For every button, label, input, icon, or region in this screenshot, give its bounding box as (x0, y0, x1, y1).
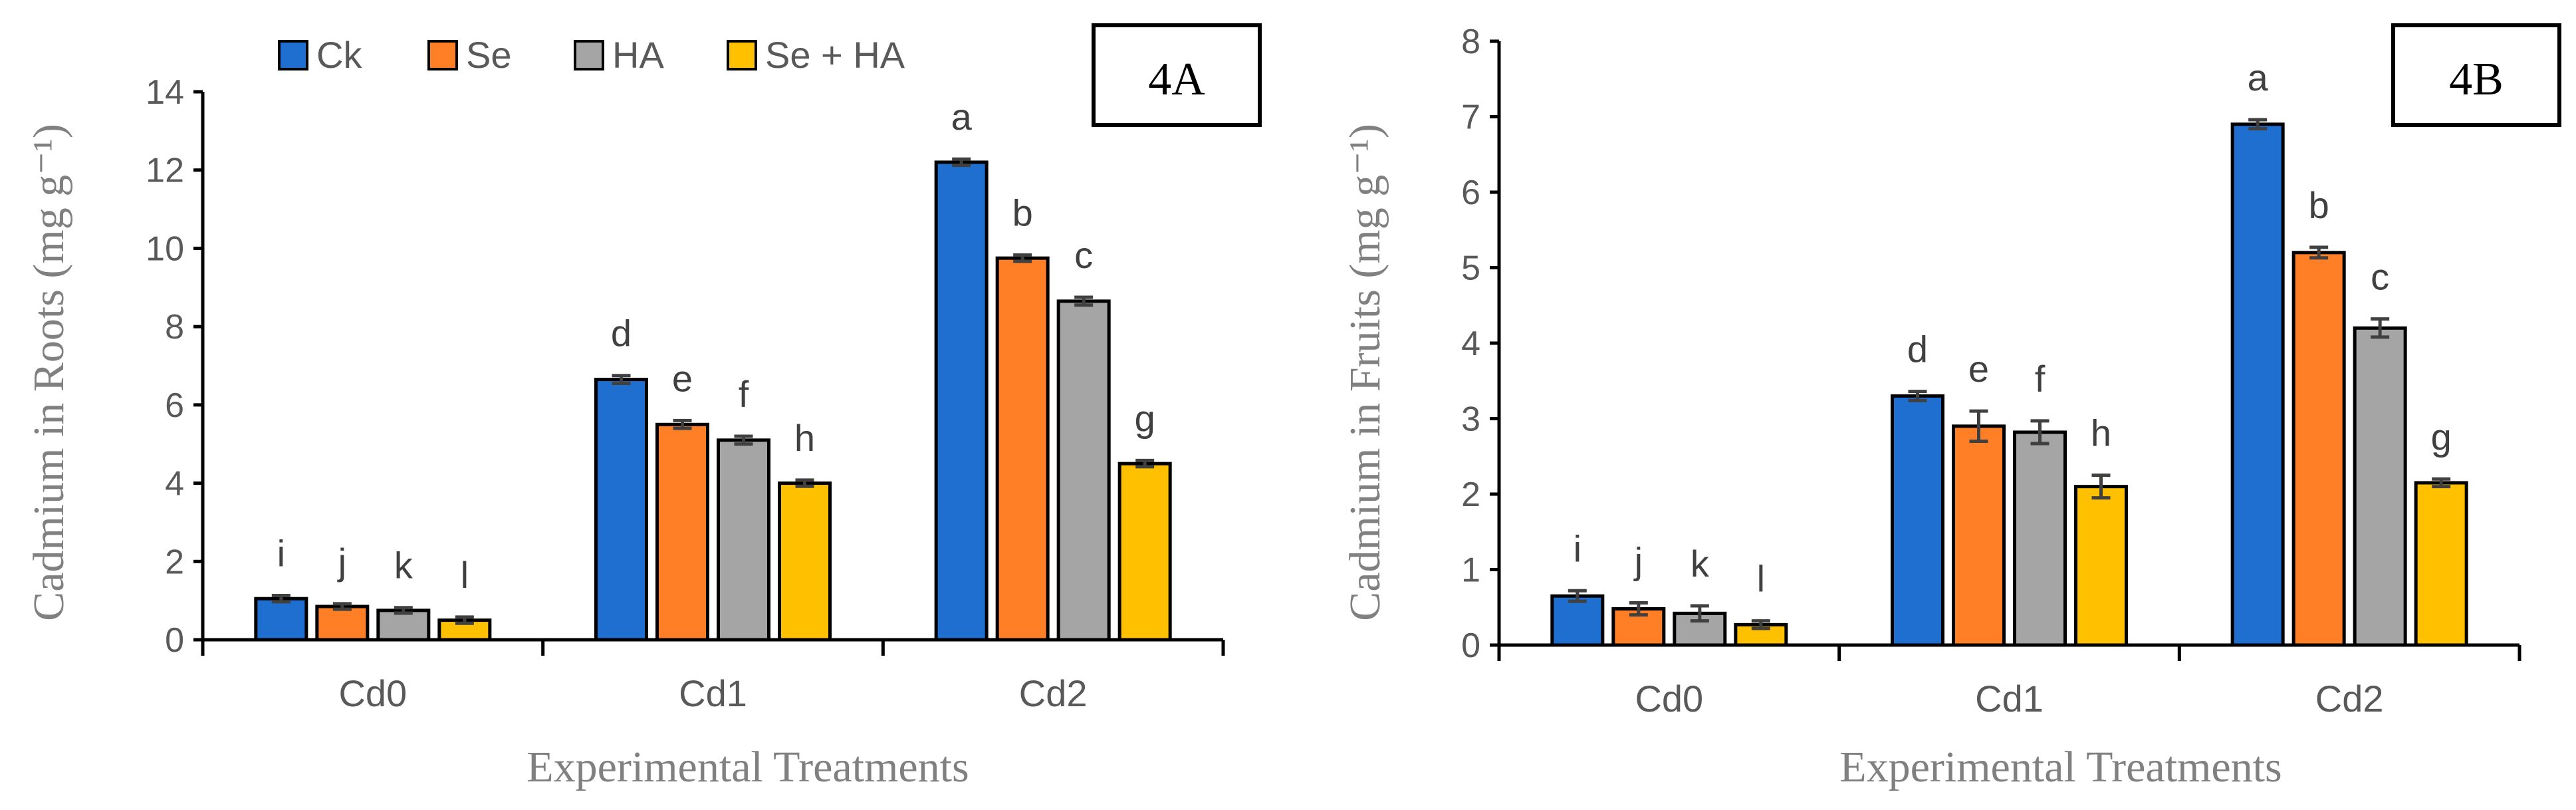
y-tick-label-b-7: 7 (1461, 98, 1480, 137)
bar-a-cd2-se-ha (1117, 462, 1172, 642)
legend-swatch-ha (574, 40, 604, 70)
legend-label-ha: HA (612, 34, 664, 76)
bar-a-cd1-se-ha (778, 481, 832, 642)
panel-label-4a: 4A (1148, 54, 1205, 105)
sig-letter-b-cd0-se-ha: l (1757, 558, 1765, 600)
legend-label-se-ha: Se + HA (765, 34, 905, 76)
sig-letter-a-cd1-ha: f (739, 373, 749, 415)
y-tick-label-b-2: 2 (1461, 475, 1480, 514)
sig-letter-b-cd1-ck: d (1907, 329, 1928, 370)
sig-letter-b-cd2-se-ha: g (2431, 416, 2452, 458)
x-axis-title-b: Experimental Treatments (1839, 743, 2282, 791)
sig-letter-b-cd1-se-ha: h (2091, 412, 2111, 454)
sig-letter-b-cd0-ha: k (1691, 543, 1710, 585)
legend-label-ck: Ck (316, 34, 362, 76)
panel-4a: 4A Cadmium in Roots (mg g⁻¹) Experimenta… (25, 23, 1262, 791)
category-label-b-cd2: Cd2 (2315, 678, 2384, 720)
sig-letter-b-cd1-ha: f (2035, 358, 2046, 400)
bar-b-cd2-ha (2353, 326, 2407, 647)
y-tick-label-b-6: 6 (1461, 174, 1480, 212)
bar-a-cd0-se (315, 605, 370, 642)
bar-b-cd1-se (1952, 424, 2006, 647)
sig-letter-b-cd2-se: b (2309, 184, 2329, 226)
x-axis-title-a: Experimental Treatments (527, 743, 969, 791)
sig-letter-a-cd2-se-ha: g (1135, 397, 1155, 439)
sig-letter-a-cd0-se-ha: l (461, 554, 469, 596)
bar-b-cd1-ha (2013, 430, 2067, 647)
y-tick-label-a-4: 4 (165, 465, 184, 503)
sig-letter-a-cd1-se: e (672, 357, 693, 399)
bar-a-cd2-se (995, 256, 1050, 642)
sig-letter-a-cd2-se: b (1012, 192, 1033, 233)
y-tick-label-b-5: 5 (1461, 249, 1480, 288)
bar-a-cd1-ha (717, 438, 770, 642)
bar-a-cd2-ck (934, 160, 989, 642)
legend: Ck Se HA Se + HA (278, 34, 905, 76)
bar-b-cd0-ck (1550, 594, 1605, 647)
panel-label-4b: 4B (2449, 54, 2504, 105)
y-tick-label-a-2: 2 (165, 543, 184, 581)
category-label-a-cd1: Cd1 (679, 672, 747, 714)
bar-b-cd1-ck (1891, 394, 1944, 647)
legend-swatch-se (427, 40, 458, 70)
category-label-b-cd0: Cd0 (1635, 678, 1703, 720)
y-tick-label-a-14: 14 (146, 73, 184, 112)
bar-b-cd2-se (2291, 251, 2346, 647)
bar-a-cd0-ck (254, 597, 308, 642)
y-tick-label-a-10: 10 (146, 229, 184, 268)
sig-letter-a-cd0-ck: i (277, 532, 285, 574)
bar-a-cd0-ha (376, 608, 431, 642)
y-tick-label-a-12: 12 (146, 152, 184, 190)
bar-a-cd1-ck (594, 378, 648, 642)
y-axis-title-a: Cadmium in Roots (mg g⁻¹) (25, 124, 73, 621)
y-tick-label-a-0: 0 (165, 621, 184, 660)
legend-swatch-ck (278, 40, 308, 70)
y-tick-label-a-6: 6 (165, 386, 184, 425)
sig-letter-a-cd0-ha: k (394, 545, 413, 587)
panel-label-4a-box (1092, 23, 1262, 127)
y-tick-label-b-4: 4 (1461, 325, 1480, 363)
bar-b-cd1-se-ha (2074, 485, 2128, 647)
legend-swatch-se-ha (727, 40, 757, 70)
category-label-b-cd1: Cd1 (1975, 678, 2044, 720)
bar-a-cd1-se (655, 422, 709, 642)
category-label-a-cd0: Cd0 (338, 672, 407, 714)
y-tick-label-a-8: 8 (165, 308, 184, 346)
bar-b-cd2-se-ha (2414, 481, 2468, 647)
sig-letter-b-cd2-ck: a (2248, 57, 2269, 98)
bar-a-cd2-ha (1056, 299, 1111, 642)
sig-letter-a-cd2-ck: a (951, 96, 973, 138)
bar-b-cd2-ck (2230, 122, 2285, 647)
sig-letter-a-cd2-ha: c (1074, 234, 1093, 276)
y-tick-label-b-0: 0 (1461, 626, 1480, 665)
sig-letter-b-cd0-se: j (1633, 539, 1643, 581)
category-label-a-cd2: Cd2 (1019, 672, 1088, 714)
y-tick-label-b-3: 3 (1461, 400, 1480, 439)
sig-letter-a-cd1-ck: d (611, 313, 632, 354)
sig-letter-a-cd0-se: j (337, 541, 346, 583)
y-tick-label-b-8: 8 (1461, 23, 1480, 61)
panel-label-4b-box (2391, 23, 2561, 127)
sig-letter-b-cd1-se: e (1968, 348, 1989, 390)
sig-letter-b-cd0-ck: i (1574, 527, 1581, 569)
y-tick-label-b-1: 1 (1461, 551, 1480, 590)
sig-letter-a-cd1-se-ha: h (794, 417, 815, 459)
panel-4b: 4B Cadmium in Fruits (mg g⁻¹) Experiment… (1341, 23, 2561, 791)
y-axis-title-b: Cadmium in Fruits (mg g⁻¹) (1341, 124, 1389, 621)
legend-label-se: Se (466, 34, 512, 76)
sig-letter-b-cd2-ha: c (2371, 256, 2389, 298)
